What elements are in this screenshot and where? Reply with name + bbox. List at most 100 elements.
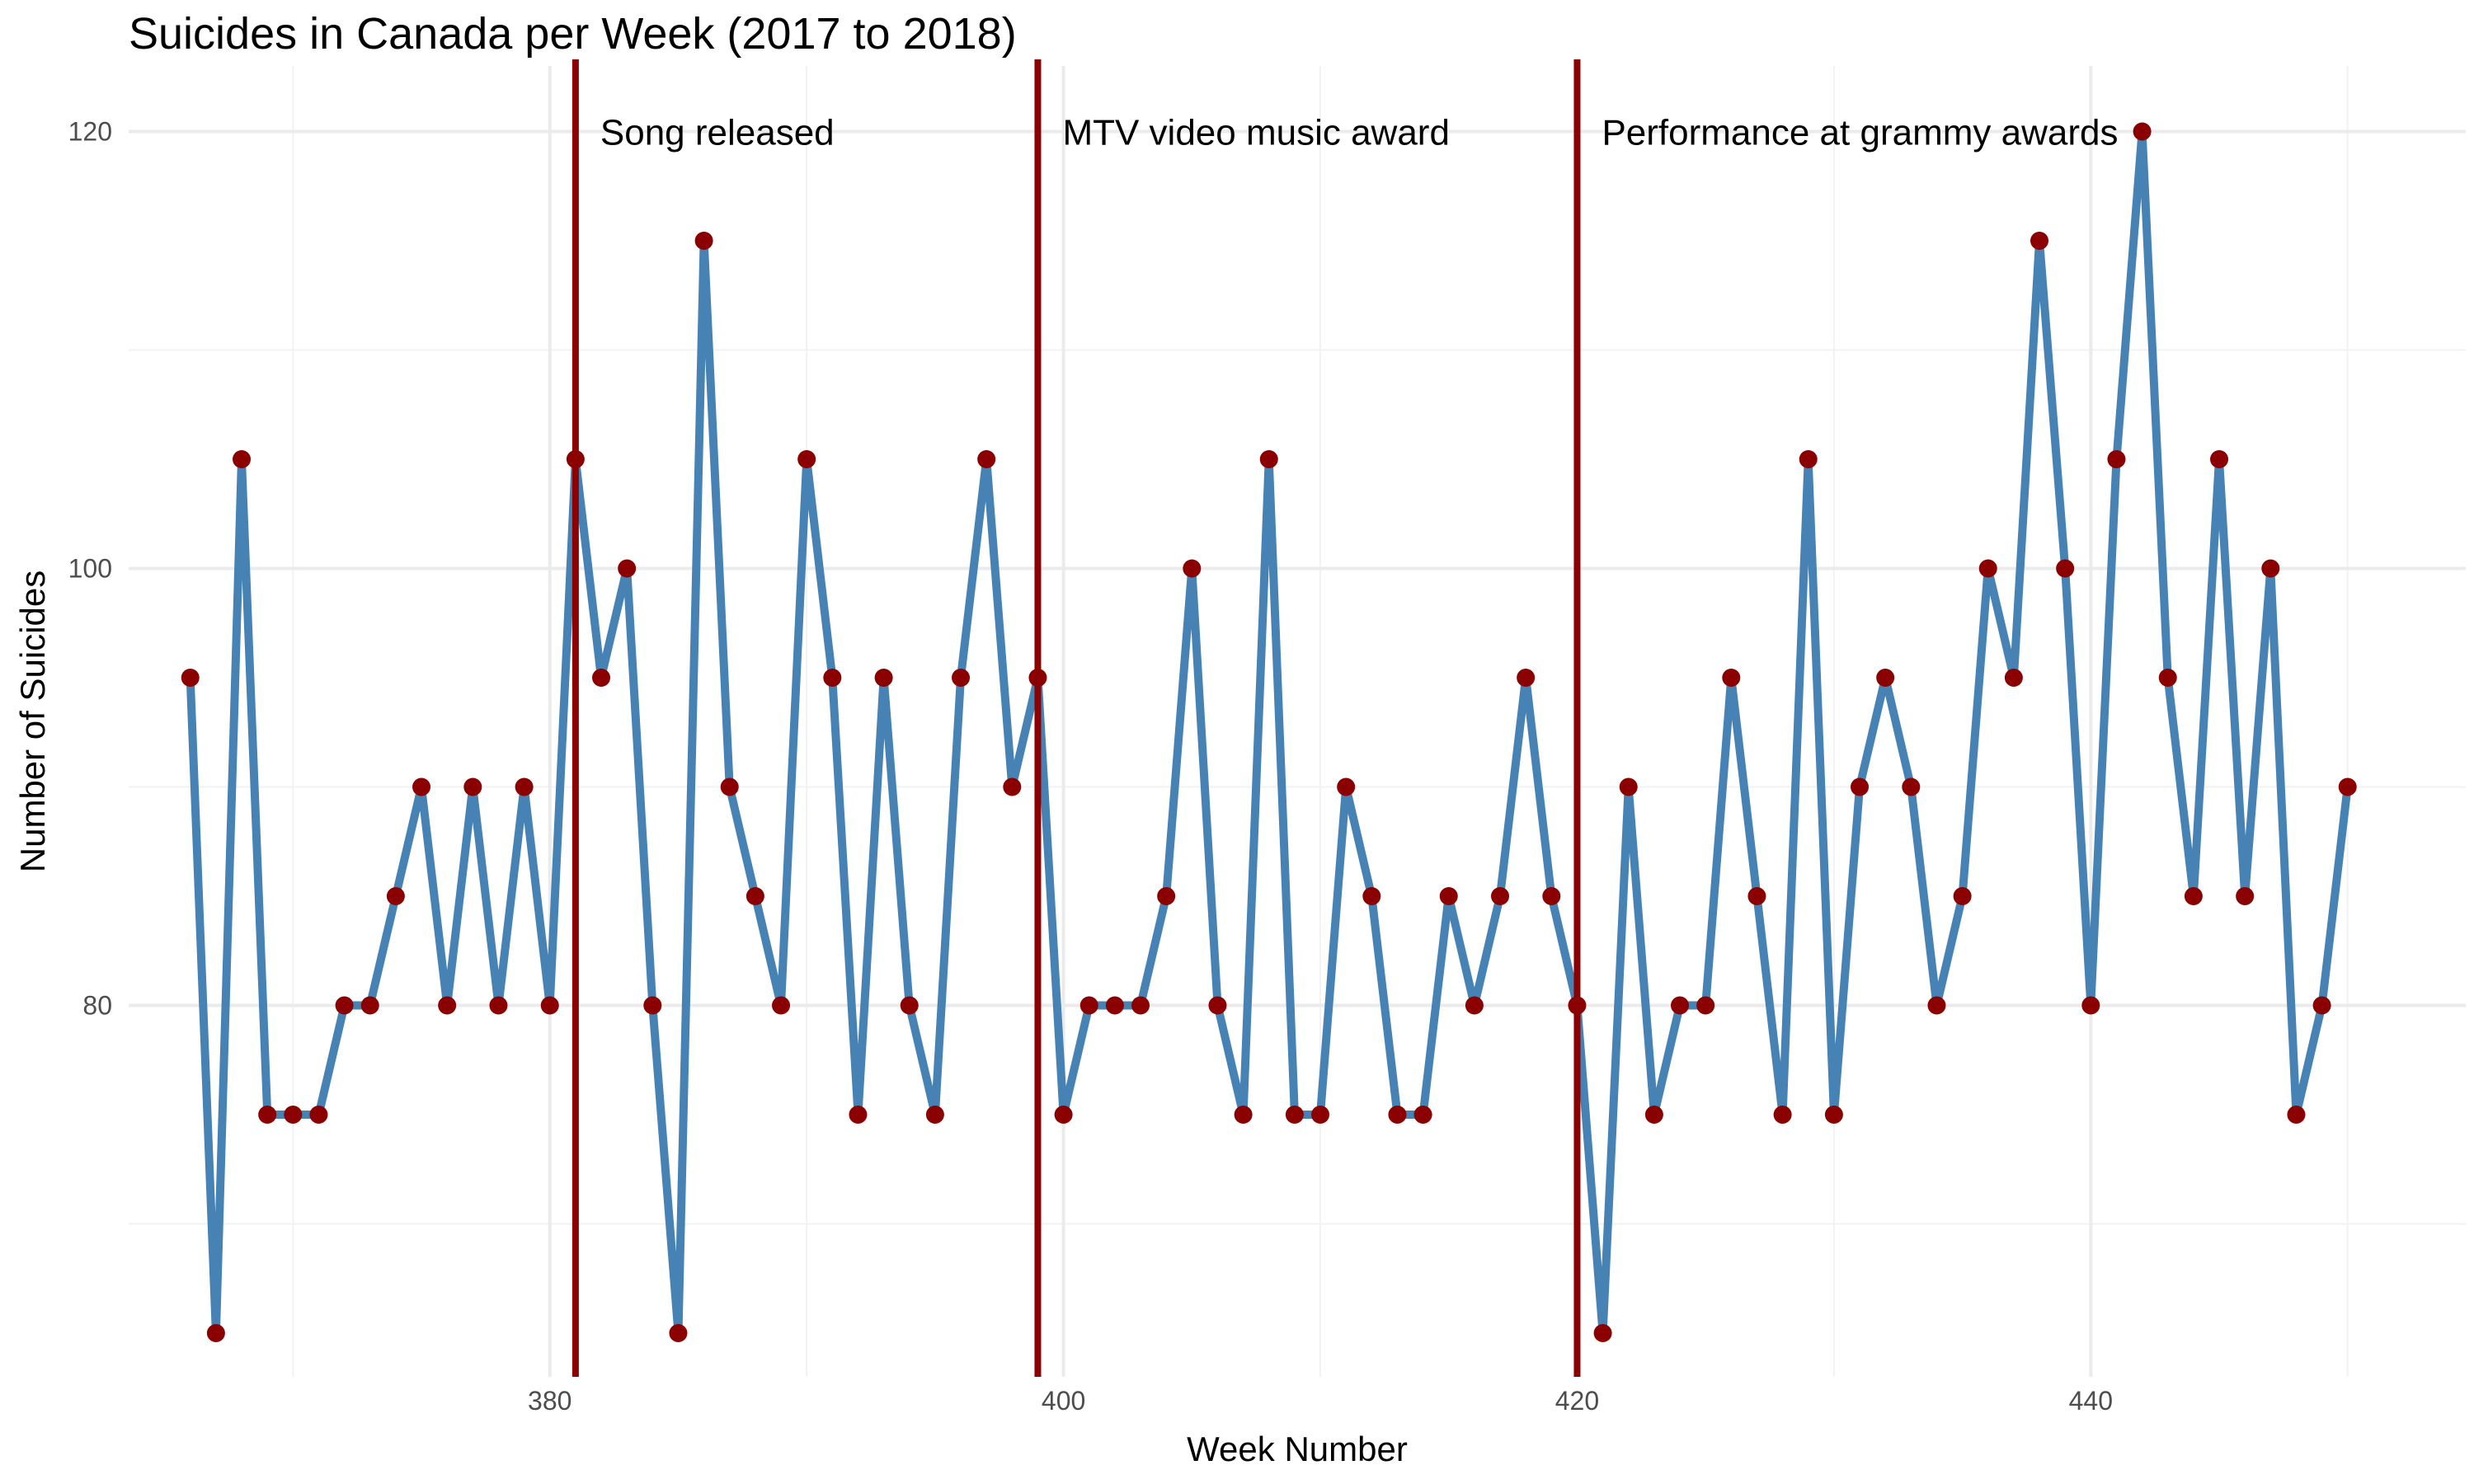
data-point [1568, 996, 1587, 1015]
data-point [1696, 996, 1715, 1015]
data-point [258, 1106, 277, 1124]
data-point [952, 669, 971, 687]
data-point [2030, 232, 2049, 250]
grid [129, 66, 2466, 1377]
data-point [1079, 996, 1098, 1015]
data-point [1054, 1106, 1073, 1124]
data-point [823, 669, 842, 687]
data-point [2158, 669, 2177, 687]
data-point [2056, 559, 2075, 578]
y-tick-label: 120 [68, 117, 112, 147]
data-point [1413, 1106, 1432, 1124]
data-point [720, 777, 739, 796]
data-point [2312, 996, 2331, 1015]
x-axis-title: Week Number [1187, 1430, 1408, 1468]
x-tick-label: 440 [2069, 1386, 2113, 1416]
data-point [540, 996, 559, 1015]
data-point [1824, 1106, 1843, 1124]
data-point [874, 669, 893, 687]
data-point [309, 1106, 328, 1124]
data-point [386, 887, 405, 905]
data-point [849, 1106, 868, 1124]
data-point [1003, 777, 1022, 796]
data-point [1953, 887, 1972, 905]
series-line [186, 127, 2352, 1337]
data-point [284, 1106, 303, 1124]
data-points [181, 122, 2357, 1342]
data-point [1183, 559, 1202, 578]
x-tick-label: 420 [1555, 1386, 1599, 1416]
data-point [1388, 1106, 1407, 1124]
data-point [335, 996, 354, 1015]
data-point [360, 996, 379, 1015]
data-point [1876, 669, 1895, 687]
data-point [925, 1106, 944, 1124]
data-point [1619, 777, 1638, 796]
data-point [977, 450, 996, 468]
data-point [1773, 1106, 1792, 1124]
data-point [233, 450, 252, 468]
data-point [643, 996, 662, 1015]
data-point [412, 777, 431, 796]
data-point [1747, 887, 1766, 905]
data-point [1851, 777, 1870, 796]
data-point [438, 996, 457, 1015]
data-point [566, 450, 585, 468]
data-point [1311, 1106, 1330, 1124]
y-tick-label: 100 [68, 554, 112, 584]
data-point [2133, 122, 2152, 141]
event-label: MTV video music award [1062, 113, 1449, 153]
data-point [1799, 450, 1818, 468]
x-tick-label: 400 [1042, 1386, 1085, 1416]
data-point [1722, 669, 1741, 687]
data-point [618, 559, 637, 578]
data-point [2184, 887, 2203, 905]
data-point [2236, 887, 2255, 905]
data-point [1491, 887, 1510, 905]
data-point [2210, 450, 2229, 468]
data-point [1978, 559, 1997, 578]
data-point [1259, 450, 1278, 468]
event-label: Performance at grammy awards [1602, 113, 2118, 153]
data-point [592, 669, 611, 687]
data-point [1542, 887, 1561, 905]
data-point [1337, 777, 1356, 796]
data-point [1285, 1106, 1304, 1124]
y-axis-title: Number of Suicides [13, 571, 52, 873]
data-point [2338, 777, 2357, 796]
data-point [1234, 1106, 1253, 1124]
data-point [1439, 887, 1458, 905]
data-point [900, 996, 919, 1015]
x-tick-label: 380 [528, 1386, 571, 1416]
data-point [2287, 1106, 2306, 1124]
data-point [181, 669, 200, 687]
data-point [1644, 1106, 1663, 1124]
data-point [1927, 996, 1946, 1015]
data-point [1362, 887, 1381, 905]
data-point [745, 887, 764, 905]
event-label: Song released [600, 113, 835, 153]
tick-labels: 380 400 420 440 80 100 120 [68, 117, 2113, 1416]
event-annotations: Song released MTV video music award Perfor… [600, 113, 2119, 153]
data-point [694, 232, 713, 250]
data-point [1671, 996, 1690, 1015]
data-point [797, 450, 816, 468]
data-point [1593, 1324, 1612, 1342]
event-lines [571, 59, 1581, 1377]
data-point [1028, 669, 1047, 687]
chart-title: Suicides in Canada per Week (2017 to 201… [129, 9, 1017, 59]
data-point [515, 777, 534, 796]
data-point [2004, 669, 2023, 687]
y-tick-label: 80 [82, 991, 112, 1021]
data-point [1465, 996, 1484, 1015]
data-point [669, 1324, 688, 1342]
data-point [1105, 996, 1124, 1015]
data-point [1517, 669, 1536, 687]
data-point [489, 996, 508, 1015]
data-point [206, 1324, 225, 1342]
data-point [2261, 559, 2280, 578]
data-point [1157, 887, 1176, 905]
data-point [2081, 996, 2100, 1015]
data-point [1131, 996, 1150, 1015]
